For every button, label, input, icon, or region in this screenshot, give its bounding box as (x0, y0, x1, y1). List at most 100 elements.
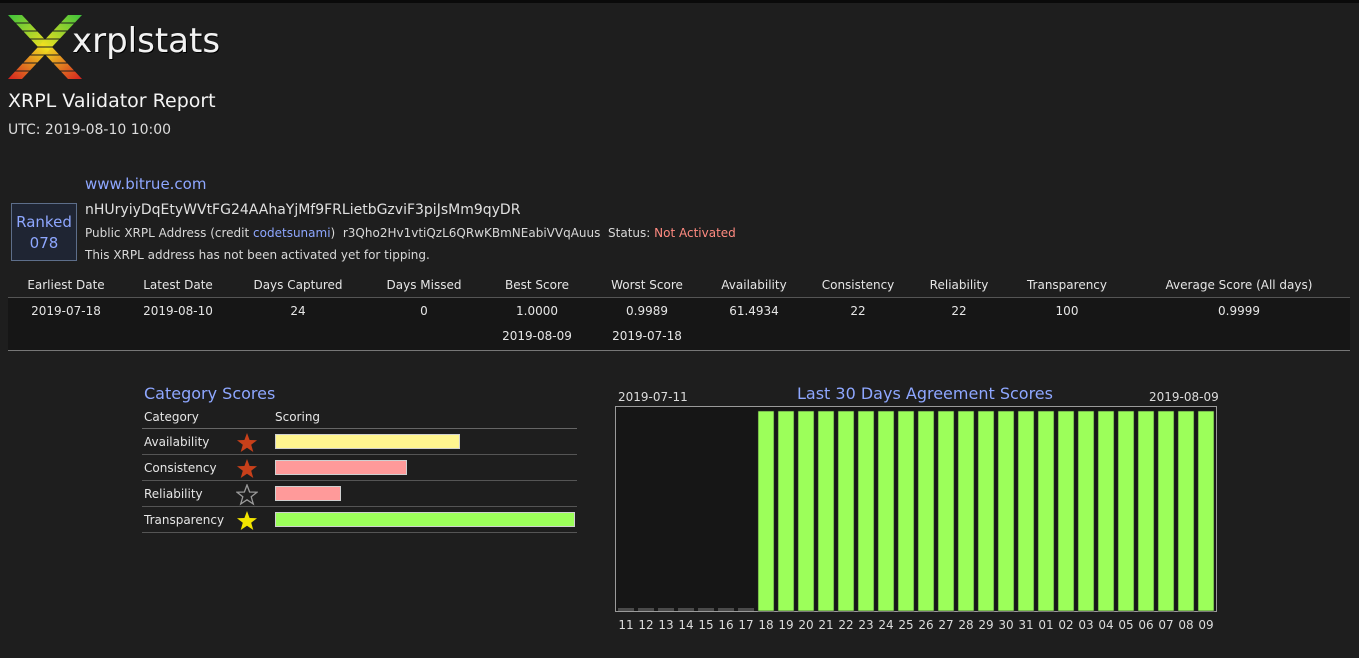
chart-tick-label: 08 (1178, 618, 1193, 632)
stats-header-cell: Availability (721, 278, 787, 292)
stats-value-cell: 22 (951, 304, 967, 318)
stats-header-cell: Best Score (505, 278, 569, 292)
rank-label: Ranked (16, 213, 72, 231)
chart-bar (957, 410, 975, 612)
status-label: Status: (608, 226, 651, 240)
chart-bar (618, 608, 634, 611)
scoring-column-header: Scoring (275, 410, 321, 424)
chart-bar (1177, 410, 1195, 612)
chart-bar (877, 410, 895, 612)
category-name: Transparency (144, 513, 225, 527)
chart-bar (1137, 410, 1155, 612)
filled-star-icon (237, 511, 257, 530)
score-bar-track (275, 486, 575, 501)
chart-bar (997, 410, 1015, 612)
category-scores-table: Category Scoring Availability Consistency… (142, 408, 577, 533)
stats-value-cell: 0.9999 (1218, 304, 1260, 318)
stats-value-cell: 100 (1055, 304, 1079, 318)
stats-value-cell: 1.0000 (516, 304, 558, 318)
chart-tick-label: 09 (1198, 618, 1213, 632)
stats-value-cell: 2019-07-18 (31, 304, 101, 318)
chart-end-date: 2019-08-09 (1149, 390, 1219, 404)
worst-score-date: 2019-07-18 (612, 329, 682, 343)
xrpl-address-line: Public XRPL Address (credit codetsunami)… (85, 226, 736, 240)
chart-tick-label: 07 (1158, 618, 1173, 632)
chart-tick-label: 26 (918, 618, 933, 632)
stats-value-cell: 61.4934 (729, 304, 779, 318)
category-name: Reliability (144, 487, 203, 501)
chart-bar (638, 608, 654, 611)
category-name: Consistency (144, 461, 217, 475)
category-rows: Availability Consistency Reliability Transp… (142, 429, 577, 533)
chart-bar (738, 608, 754, 611)
score-bar-track (275, 434, 575, 449)
agreement-scores-chart: 11 12 13 14 15 16 17 18 19 20 21 22 23 24 25 26 27 28 29 30… (615, 406, 1217, 632)
logo-text: xrplstats (72, 21, 221, 61)
chart-tick-label: 13 (658, 618, 673, 632)
chart-tick-label: 15 (698, 618, 713, 632)
category-column-header: Category (144, 410, 199, 424)
stats-header-cell: Days Missed (386, 278, 462, 292)
category-scores-title: Category Scores (144, 384, 276, 403)
chart-tick-label: 24 (878, 618, 893, 632)
rank-badge: Ranked 078 (11, 203, 77, 261)
score-bar-track (275, 460, 575, 475)
chart-tick-label: 01 (1038, 618, 1053, 632)
chart-bar (777, 410, 795, 612)
score-bar (275, 460, 407, 475)
chart-bar (1197, 410, 1215, 612)
score-bar-track (275, 512, 575, 527)
stats-header-cell: Consistency (821, 278, 895, 292)
chart-tick-label: 30 (998, 618, 1013, 632)
chart-tick-label: 19 (778, 618, 793, 632)
score-bar (275, 434, 460, 449)
chart-bar (658, 608, 674, 611)
stats-header-row: Earliest Date Latest Date Days Captured Day… (8, 273, 1350, 297)
score-bar (275, 486, 341, 501)
credit-link[interactable]: codetsunami (253, 226, 331, 240)
chart-title: Last 30 Days Agreement Scores (797, 384, 1053, 403)
stats-value-cell: 22 (850, 304, 866, 318)
chart-bar (757, 410, 775, 612)
chart-tick-label: 12 (638, 618, 653, 632)
chart-tick-label: 16 (718, 618, 733, 632)
outline-star-icon (236, 484, 258, 506)
chart-bar (678, 608, 694, 611)
stats-header-cell: Average Score (All days) (1165, 278, 1313, 292)
chart-tick-label: 28 (958, 618, 973, 632)
category-row: Availability (142, 429, 577, 455)
chart-tick-label: 27 (938, 618, 953, 632)
chart-bar (897, 410, 915, 612)
score-bar (275, 512, 575, 527)
page-title: XRPL Validator Report (8, 90, 216, 112)
stats-header-cell: Latest Date (143, 278, 213, 292)
address-prefix: Public XRPL Address (credit (85, 226, 250, 240)
address-suffix: ) (330, 226, 336, 240)
stats-header-cell: Days Captured (253, 278, 343, 292)
chart-bar (1097, 410, 1115, 612)
tipping-note: This XRPL address has not been activated… (85, 248, 430, 262)
stats-value-cell: 0 (420, 304, 428, 318)
chart-tick-label: 25 (898, 618, 913, 632)
rank-value: 078 (29, 234, 59, 252)
filled-star-icon (237, 459, 257, 478)
stats-header-cell: Worst Score (611, 278, 683, 292)
chart-tick-label: 04 (1098, 618, 1113, 632)
chart-bar (917, 410, 935, 612)
chart-bar (817, 410, 835, 612)
best-score-date: 2019-08-09 (502, 329, 572, 343)
stats-header-cell: Earliest Date (27, 278, 105, 292)
chart-tick-label: 23 (858, 618, 873, 632)
category-header-row: Category Scoring (142, 408, 577, 429)
chart-bar (1117, 410, 1135, 612)
chart-bar (1057, 410, 1075, 612)
chart-tick-label: 14 (678, 618, 693, 632)
chart-frame (615, 406, 1217, 612)
stats-value-cell: 2019-08-10 (143, 304, 213, 318)
chart-bar (977, 410, 995, 612)
validator-website-link[interactable]: www.bitrue.com (85, 175, 207, 193)
category-row: Reliability (142, 481, 577, 507)
stats-values-row: 2019-07-18 2019-08-10 24 0 1.0000 0.9989 61.49… (8, 297, 1350, 351)
category-name: Availability (144, 435, 210, 449)
chart-bar (1157, 410, 1175, 612)
